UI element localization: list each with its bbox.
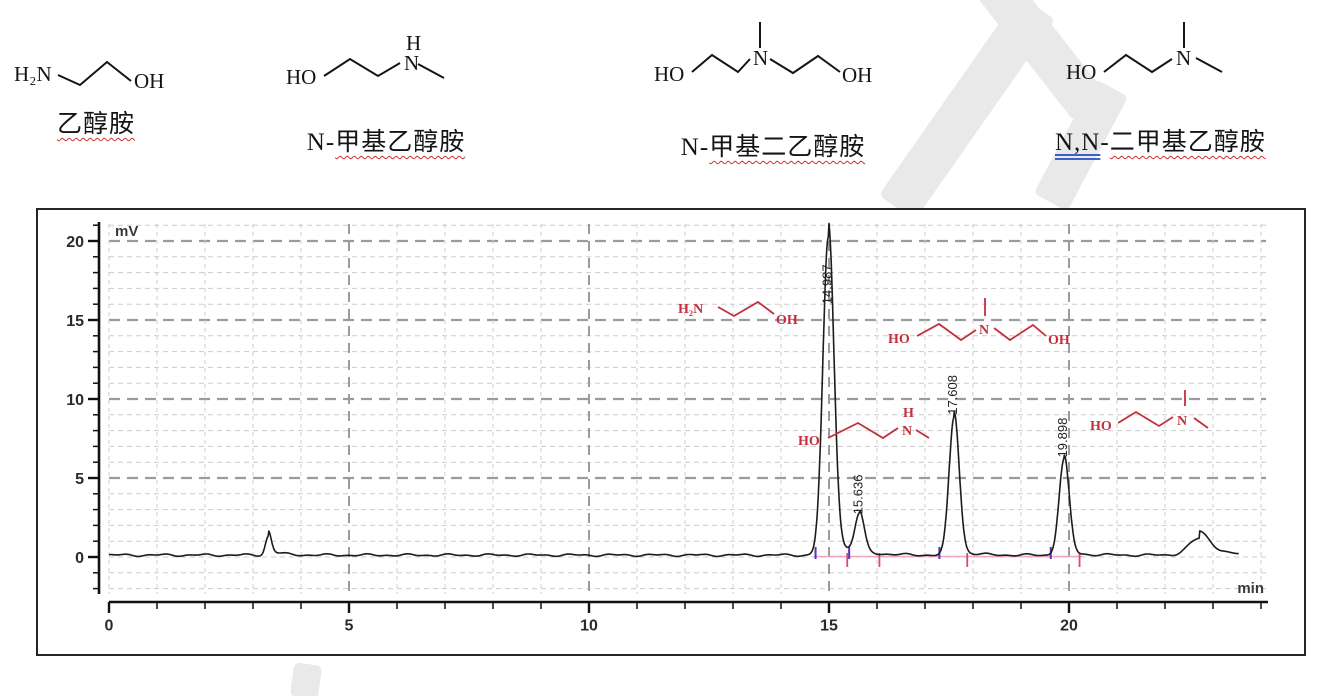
atom-label: N [902, 424, 912, 439]
x-axis-unit-label: min [1237, 580, 1264, 597]
atom-label: HO [286, 65, 316, 88]
label-part: 甲基二乙醇胺 [709, 134, 866, 161]
atom-label: H [903, 406, 914, 421]
label-part: N- [680, 134, 710, 161]
y-axis-tick-label: 10 [66, 392, 84, 409]
atom-label: HO [1066, 60, 1096, 84]
grid [108, 224, 1266, 594]
y-axis-unit-label: mV [115, 223, 138, 240]
atom-label: H₂N [678, 302, 703, 317]
structure-ethanolamine: H₂N OH [14, 60, 164, 93]
bond-line [915, 429, 930, 439]
compound-name-nn-dimethylethanolamine: N,N-二甲基乙醇胺 [1055, 122, 1265, 158]
x-axis-tick-label: 15 [820, 617, 838, 634]
red-structure-nn-dimethylethanolamine: HO N [1090, 390, 1209, 434]
atom-label: N [753, 46, 768, 70]
structure-nn-dimethylethanolamine: HO N [1066, 22, 1223, 84]
label-part: 乙醇胺 [56, 111, 135, 138]
chromatogram-trace [108, 222, 1239, 558]
integration-marks [813, 547, 1083, 567]
x-axis-tick-label: 10 [580, 617, 598, 634]
peak-retention-label: 14.987 [819, 264, 834, 304]
atom-label: OH [1048, 333, 1070, 348]
peak-retention-label: 19.898 [1055, 418, 1070, 458]
structure-n-methylethanolamine: HO H N [286, 31, 445, 88]
bond-line [769, 54, 841, 75]
signal-trace [108, 222, 1239, 558]
structure-n-methyldiethanolamine: HO N OH [654, 22, 872, 87]
label-part: - [1100, 129, 1110, 156]
atom-label: N [979, 323, 989, 338]
atom-label: OH [776, 313, 798, 328]
y-axis-tick-label: 5 [75, 471, 84, 488]
red-structure-n-methylethanolamine: HO H N [798, 406, 930, 449]
red-structure-ethanolamine: H₂N OH [678, 300, 798, 328]
atom-label: H [406, 31, 421, 55]
atom-label: N [1177, 414, 1187, 429]
label-part: N,N [1055, 129, 1101, 156]
compound-name-n-methyldiethanolamine: N-甲基二乙醇胺 [678, 127, 868, 163]
red-structure-n-methyldiethanolamine: HO N OH [888, 298, 1070, 348]
atom-label: HO [654, 62, 684, 86]
atom-label: HO [1090, 419, 1112, 434]
atom-label: HO [798, 434, 820, 449]
compound-name-n-methylethanolamine: N-甲基乙醇胺 [291, 122, 481, 158]
bond-line [1103, 53, 1173, 74]
chromatogram: 0 5 10 15 20 0 5 10 15 20 14.987 15.636 17.608 19.89… [66, 222, 1268, 634]
label-part: 甲基乙醇胺 [335, 129, 466, 156]
atom-label: H₂N [14, 62, 52, 86]
bond-line [993, 323, 1047, 342]
bond-line [323, 57, 401, 78]
atom-label: HO [888, 332, 910, 347]
peak-labels: 14.987 15.636 17.608 19.898 [819, 264, 1070, 514]
y-axis-tick-label: 0 [75, 550, 84, 567]
bond-line [1195, 57, 1223, 73]
bond-line [57, 60, 132, 87]
watermark-shape [289, 662, 323, 696]
x-axis-tick-label: 20 [1060, 617, 1078, 634]
peak-retention-label: 15.636 [851, 475, 866, 515]
bond-line [1117, 410, 1174, 428]
bond-line [827, 421, 899, 440]
label-part: N- [306, 129, 336, 156]
atom-label: N [404, 51, 419, 75]
compound-name-ethanolamine: 乙醇胺 [36, 104, 156, 140]
atom-label: OH [134, 69, 164, 93]
y-axis-tick-label: 15 [66, 313, 84, 330]
y-axis-tick-label: 20 [66, 234, 84, 251]
axes: 0 5 10 15 20 0 5 10 15 20 [66, 222, 1268, 634]
x-axis-tick-label: 0 [105, 617, 114, 634]
bond-line [916, 322, 977, 342]
bond-line [1193, 417, 1209, 429]
chromatogram-panel: 0 5 10 15 20 0 5 10 15 20 14.987 15.636 17.608 19.89… [36, 208, 1306, 656]
atom-label: N [1176, 46, 1191, 70]
bond-line [417, 63, 445, 79]
bond-line [717, 300, 775, 318]
peak-retention-label: 17.608 [945, 375, 960, 415]
atom-label: OH [842, 63, 872, 87]
x-axis-tick-label: 5 [345, 617, 354, 634]
label-part: 二甲基乙醇胺 [1109, 129, 1266, 156]
bond-line [691, 53, 751, 74]
